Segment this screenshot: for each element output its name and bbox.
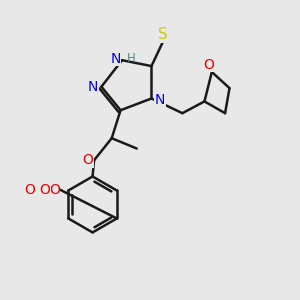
Text: O: O — [49, 183, 60, 197]
Text: S: S — [158, 27, 168, 42]
Text: O: O — [82, 153, 93, 167]
Text: O: O — [39, 183, 50, 197]
Text: O: O — [203, 58, 214, 72]
Text: O: O — [24, 183, 35, 197]
Text: N: N — [88, 80, 98, 94]
Text: N: N — [110, 52, 121, 66]
Text: N: N — [154, 93, 165, 107]
Text: H: H — [127, 52, 136, 65]
